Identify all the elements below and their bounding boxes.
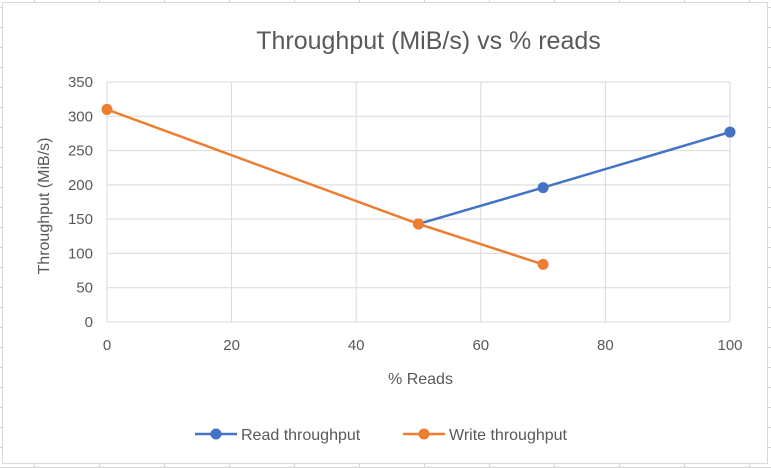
- series-line-write-throughput: [106, 108, 544, 266]
- series-layer: [101, 103, 736, 270]
- y-axis-ticks: 0 50 100 150 200 250 300 350: [68, 74, 93, 331]
- x-tick-label: 100: [717, 337, 742, 354]
- chart-title: Throughput (MiB/s) vs % reads: [256, 27, 601, 55]
- legend-marker-write-throughput: [418, 428, 430, 440]
- x-tick-label: 60: [472, 337, 489, 354]
- x-tick-label: 40: [348, 337, 365, 354]
- data-point-read-throughput[interactable]: [724, 126, 736, 138]
- legend-label-write-throughput: Write throughput: [449, 427, 568, 444]
- data-point-read-throughput[interactable]: [537, 182, 549, 194]
- y-tick-label: 50: [76, 280, 93, 297]
- x-tick-label: 80: [597, 337, 614, 354]
- data-point-write-throughput[interactable]: [413, 218, 424, 230]
- y-tick-label: 250: [68, 143, 93, 160]
- gridlines: [106, 81, 731, 323]
- data-point-write-throughput[interactable]: [537, 258, 549, 270]
- x-tick-label: 20: [223, 337, 240, 354]
- legend-marker-read-throughput: [210, 428, 222, 440]
- y-axis-label: Throughput (MiB/s): [36, 138, 53, 275]
- series-line-read-throughput: [418, 130, 731, 226]
- legend-label-read-throughput: Read throughput: [241, 427, 361, 444]
- legend: Read throughput Write throughput: [195, 427, 568, 444]
- y-tick-label: 100: [68, 245, 93, 262]
- y-tick-label: 350: [68, 74, 93, 91]
- y-tick-label: 150: [68, 211, 93, 228]
- x-axis-label: % Reads: [388, 371, 453, 388]
- chart-svg: Throughput (MiB/s) vs % reads 0 50 100 150 2…: [36, 27, 743, 444]
- y-tick-label: 300: [68, 108, 93, 125]
- y-tick-label: 200: [68, 177, 93, 194]
- y-tick-label: 0: [85, 314, 93, 331]
- x-axis-ticks: 0 20 40 60 80 100: [103, 337, 743, 354]
- data-point-write-throughput[interactable]: [101, 103, 113, 115]
- x-tick-label: 0: [103, 337, 111, 354]
